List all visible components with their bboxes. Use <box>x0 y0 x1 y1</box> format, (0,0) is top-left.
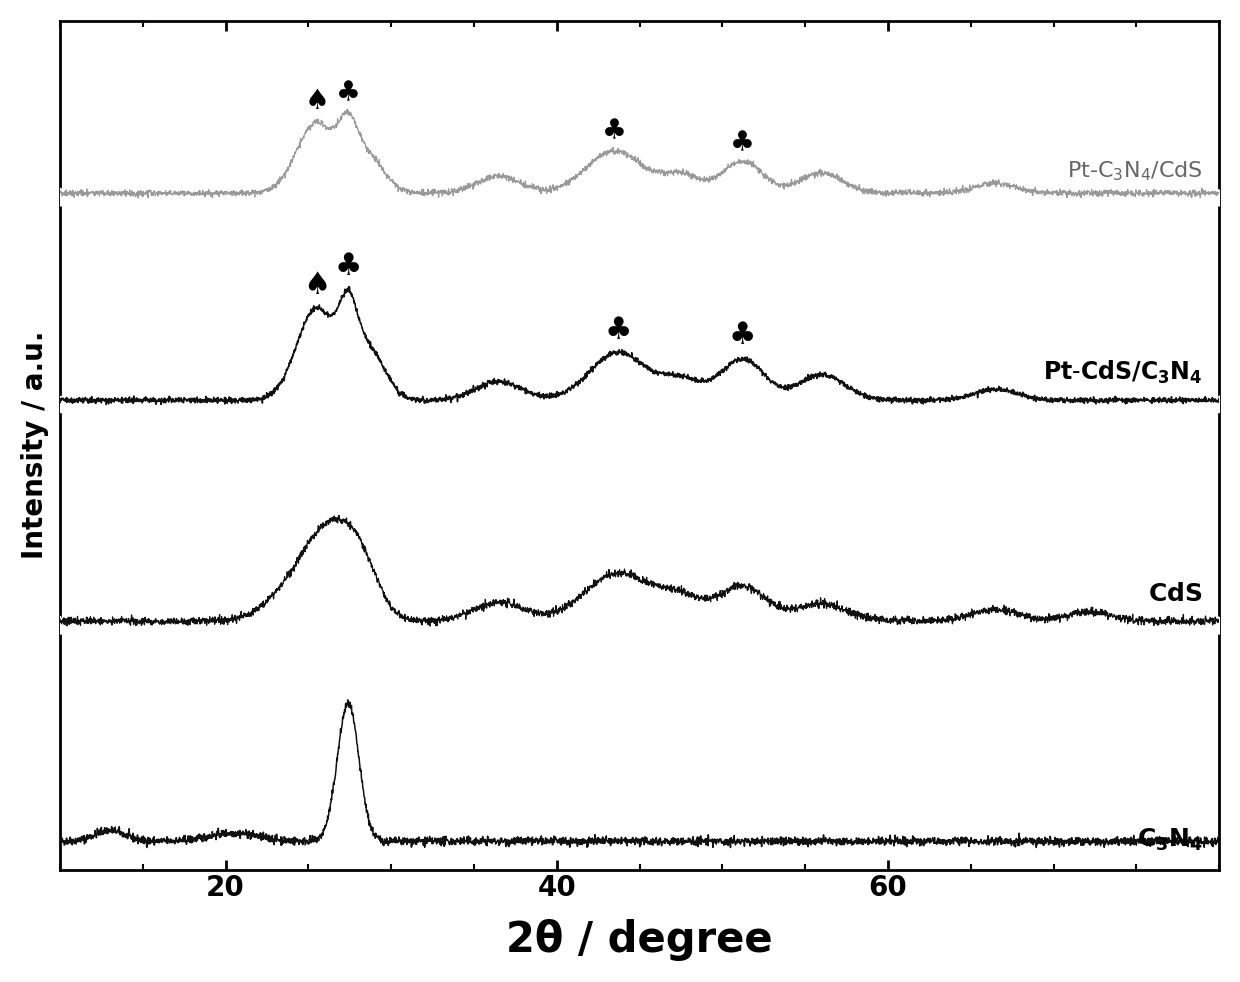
Text: ♣: ♣ <box>604 315 631 345</box>
Text: ♣: ♣ <box>336 80 361 107</box>
X-axis label: 2θ / degree: 2θ / degree <box>506 919 773 961</box>
Text: ♣: ♣ <box>603 118 627 145</box>
Text: $\mathbf{Pt\text{-}CdS/C_3N_4}$: $\mathbf{Pt\text{-}CdS/C_3N_4}$ <box>1043 358 1203 386</box>
Text: ♣: ♣ <box>335 251 362 281</box>
Text: ♠: ♠ <box>304 87 329 115</box>
Text: ♣: ♣ <box>730 130 755 157</box>
Y-axis label: Intensity / a.u.: Intensity / a.u. <box>21 331 48 560</box>
Text: ♣: ♣ <box>729 321 756 350</box>
Text: $\mathbf{CdS}$: $\mathbf{CdS}$ <box>1148 581 1203 606</box>
Text: ♠: ♠ <box>303 271 330 300</box>
Text: $\mathbf{C_3N_4}$: $\mathbf{C_3N_4}$ <box>1137 827 1203 853</box>
Text: $\mathrm{Pt\text{-}C_3N_4/CdS}$: $\mathrm{Pt\text{-}C_3N_4/CdS}$ <box>1066 160 1203 184</box>
